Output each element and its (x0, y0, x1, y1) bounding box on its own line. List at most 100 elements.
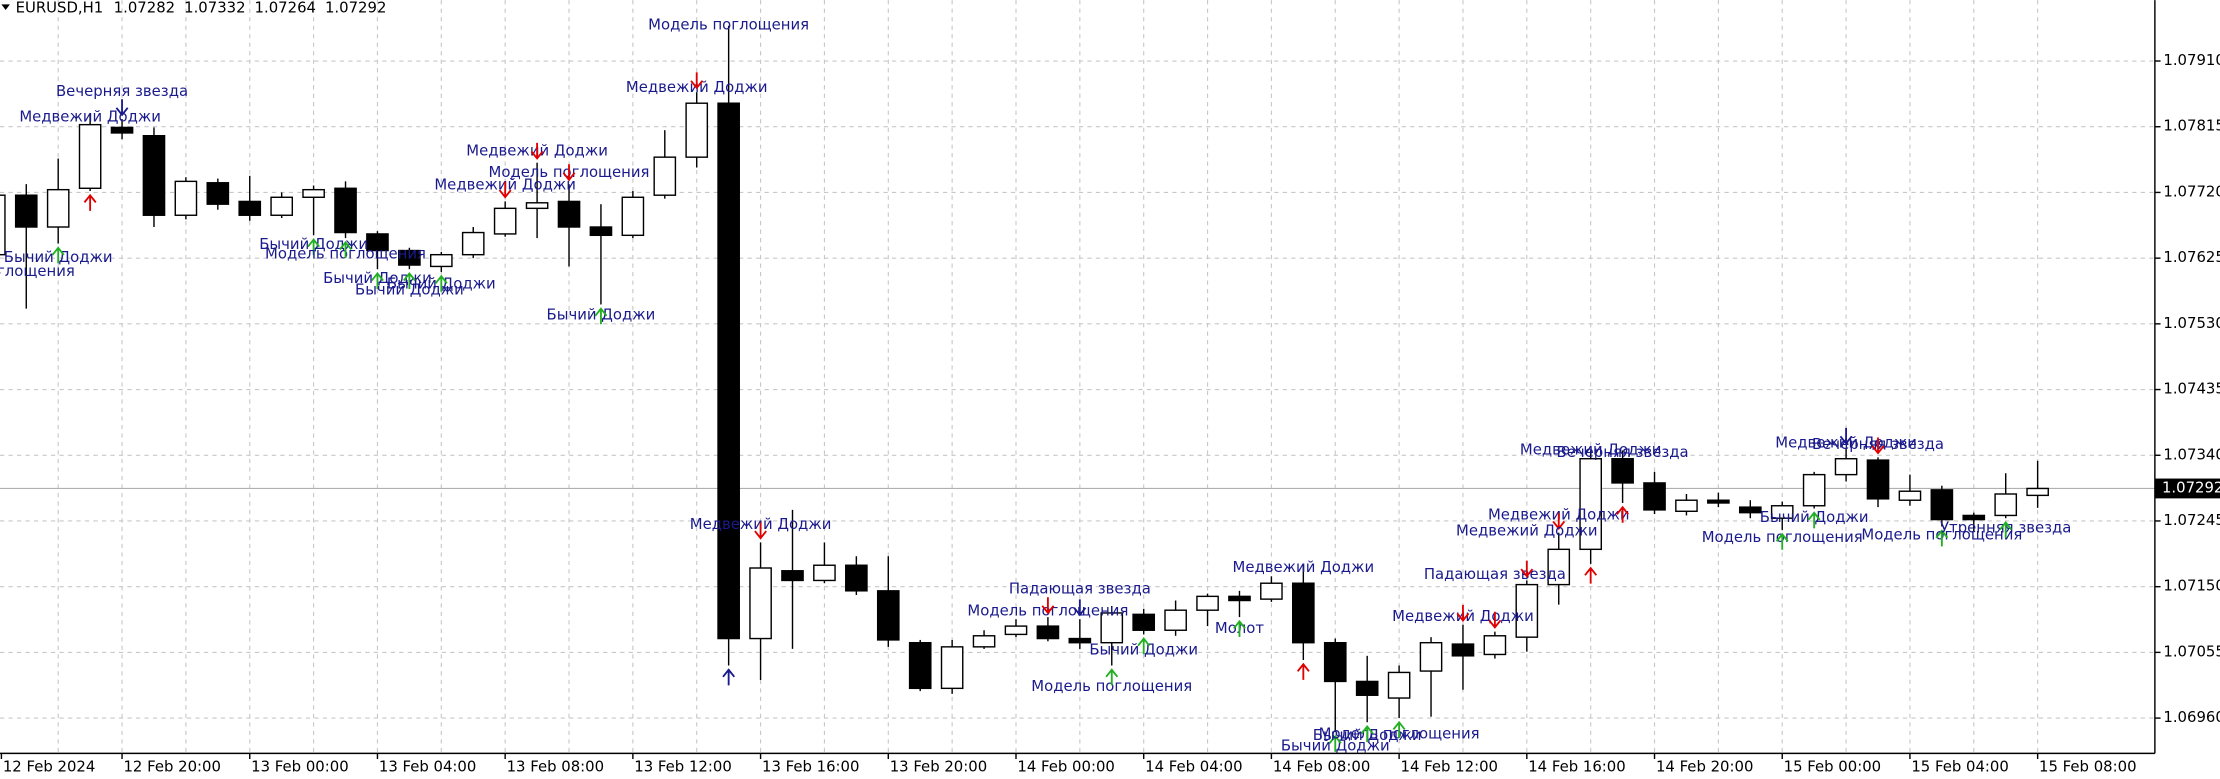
candle-body (749, 567, 772, 640)
y-tick-label: 1.07720 (2163, 182, 2220, 200)
pattern-arrow (1328, 734, 1342, 752)
pattern-label: Бычий Доджи (355, 281, 464, 299)
y-tick-label: 1.06960 (2163, 708, 2220, 726)
pattern-arrow (498, 181, 512, 199)
candle-body (1292, 582, 1315, 644)
candle-body (621, 196, 645, 237)
current-price-label: 1.07292 (2162, 478, 2220, 496)
candle-body (1419, 641, 1443, 672)
candle-body (1260, 582, 1283, 600)
marks (0, 25, 2049, 732)
pattern-label: Вечерняя звезда (1557, 443, 1689, 461)
candle-body (1611, 458, 1634, 484)
y-tick-label: 1.07055 (2163, 642, 2220, 660)
candle-body (1802, 473, 1826, 507)
pattern-arrow (1584, 566, 1598, 584)
x-tick-label: 14 Feb 20:00 (1656, 758, 1754, 776)
candle-body (1323, 641, 1347, 683)
candle-body (461, 231, 485, 256)
candle-body (1994, 493, 2018, 517)
candle-body (940, 646, 964, 690)
pattern-arrow (1137, 637, 1151, 655)
symbol: EURUSD,H1 (16, 0, 104, 17)
candle-body (1834, 458, 1858, 476)
pattern-arrow (434, 274, 448, 292)
pattern-arrow (403, 271, 416, 290)
pattern-label: Медвежий Доджи (1456, 521, 1598, 539)
x-tick-label: 15 Feb 08:00 (2039, 758, 2137, 776)
candle-body (0, 194, 6, 256)
candle-body (525, 202, 549, 210)
pattern-label: Падающая звезда (1009, 579, 1151, 597)
pattern-arrow (1520, 560, 1534, 578)
pattern-arrow (371, 271, 384, 290)
x-tick-label: 12 Feb 20:00 (123, 758, 220, 776)
pattern-arrow (530, 142, 544, 160)
pattern-arrow (339, 240, 352, 258)
pattern-arrow (115, 99, 129, 117)
candle-body (1515, 583, 1539, 638)
pattern-label: Падающая звезда (1424, 565, 1566, 583)
pattern-arrow (1233, 619, 1246, 637)
y-tick-label: 1.07625 (2163, 248, 2220, 266)
x-tick-label: 13 Feb 00:00 (251, 758, 349, 776)
pattern-arrow (1999, 520, 2013, 539)
current-price-box (2154, 478, 2220, 499)
candle-body (334, 187, 357, 234)
candle-body (1100, 612, 1124, 644)
pattern-label: Медвежий Доджи (19, 108, 161, 126)
candle-body (14, 194, 38, 228)
pattern-label: Медвежий Доджи (1520, 440, 1662, 458)
candle-body (781, 570, 804, 582)
pattern-arrow (1456, 604, 1470, 622)
candle-body (1387, 671, 1411, 699)
chart-header: EURUSD,H1 1.07282 1.07332 1.07264 1.0729… (16, 0, 387, 17)
pattern-arrow (1871, 437, 1885, 455)
candle-body (1036, 625, 1060, 640)
pattern-arrow (1073, 599, 1087, 617)
candle-body (1451, 643, 1475, 657)
candle-body (845, 564, 868, 592)
candle-body (813, 564, 836, 582)
axes: 1.07910 1.07815 1.07720 1.07625 1.07530 1.074… (0, 51, 2220, 776)
candle-body (685, 102, 709, 158)
candle-body (1228, 595, 1251, 602)
y-tick-label: 1.07815 (2163, 117, 2220, 135)
candle-body (1930, 489, 1954, 521)
y-tick-label: 1.07340 (2163, 445, 2220, 463)
candle-body (1004, 625, 1028, 636)
pattern-arrow (1935, 529, 1949, 547)
candle-body (1068, 637, 1092, 644)
pattern-arrow (1105, 668, 1119, 686)
pattern-label: Модель поглощения (0, 262, 75, 280)
candle-body (876, 590, 900, 641)
candle-body (78, 123, 102, 189)
candle-body (717, 102, 740, 640)
pattern-arrow (51, 246, 65, 264)
candle-body (1738, 506, 1762, 514)
candle-body (429, 253, 453, 268)
x-tick-label: 13 Feb 20:00 (890, 758, 988, 776)
candle-body (46, 188, 70, 228)
candle-body (366, 233, 389, 252)
ohlc-close: 1.07292 (325, 0, 386, 17)
candle-body (1643, 482, 1666, 511)
y-tick-label: 1.07435 (2163, 380, 2220, 398)
candle-body (206, 182, 230, 205)
pattern-arrow (594, 307, 608, 325)
pattern-arrow (307, 238, 320, 256)
x-tick-label: 13 Feb 12:00 (634, 758, 732, 776)
pattern-arrow (1296, 662, 1310, 680)
y-tick-label: 1.07530 (2163, 314, 2220, 332)
y-tick-label: 1.07150 (2163, 577, 2220, 595)
candle-body (1962, 514, 1986, 521)
candle-body (1707, 499, 1730, 504)
candle-body (1196, 595, 1219, 611)
pattern-label: Модель поглощения (648, 16, 809, 34)
x-tick-label: 13 Feb 04:00 (379, 758, 477, 776)
candle-body (653, 156, 677, 196)
menu-triangle (1, 4, 10, 11)
candle-body (1770, 505, 1794, 519)
